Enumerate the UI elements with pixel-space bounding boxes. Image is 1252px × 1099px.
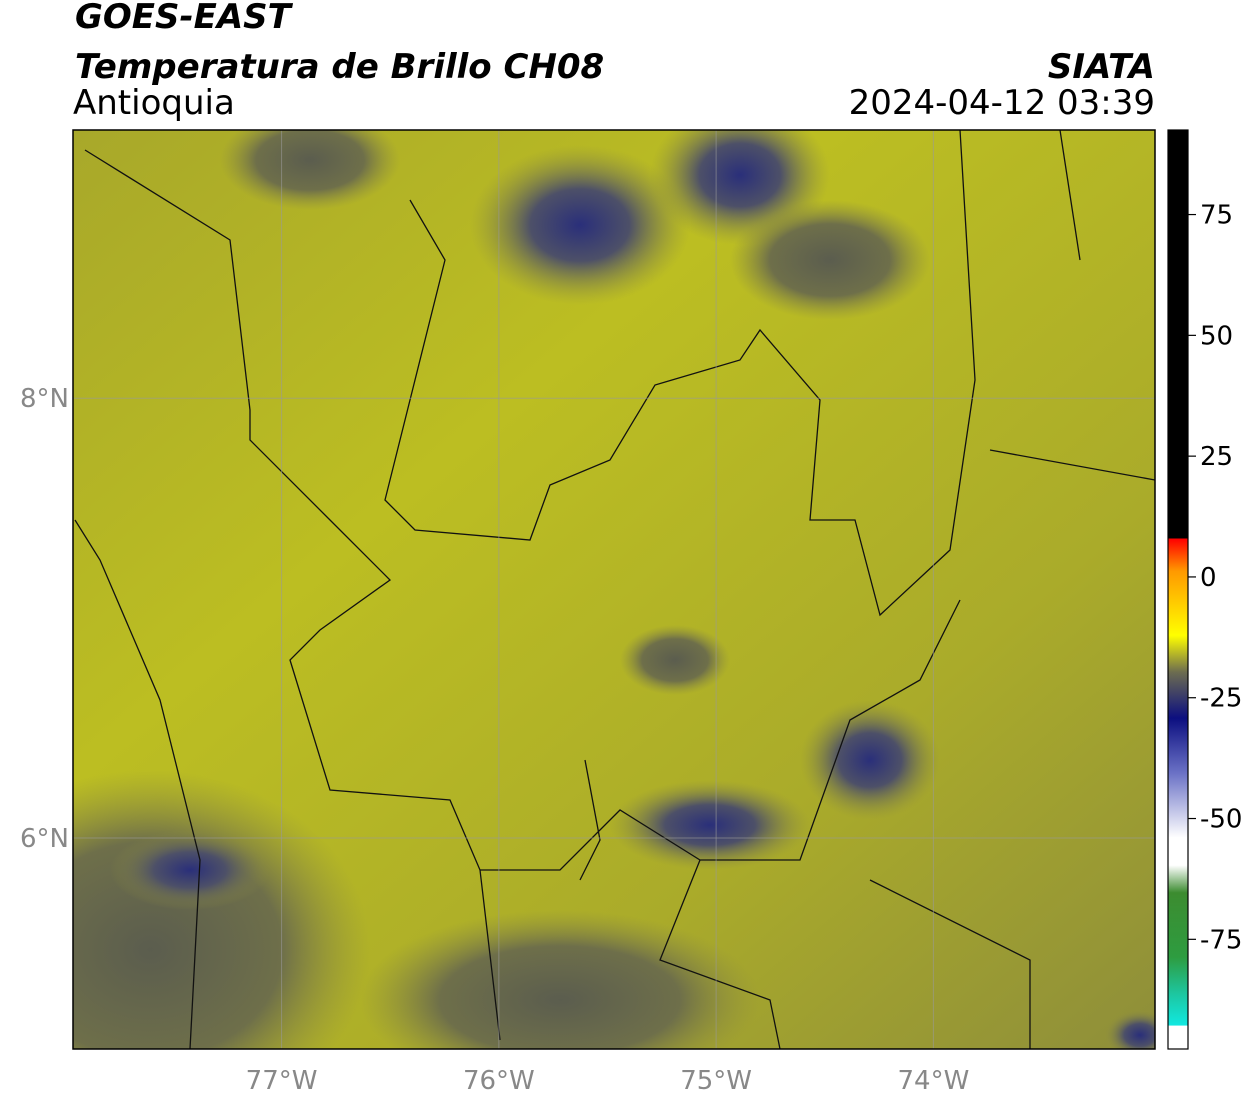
colorbar-tick-label: 25 [1200, 442, 1233, 472]
graticule [73, 130, 1155, 1049]
y-tick-label: 6°N [20, 824, 69, 854]
agency: SIATA [1048, 47, 1155, 87]
colorbar-tick-label: 0 [1200, 563, 1217, 593]
colorbar [1167, 129, 1189, 1050]
title: GOES-EAST [75, 0, 294, 37]
product: Temperatura de Brillo CH08 [75, 47, 604, 87]
colorbar-tick-label: 75 [1200, 201, 1233, 231]
map-image [73, 130, 1155, 1049]
x-tick-label: 76°W [463, 1066, 535, 1096]
y-tick-label: 8°N [20, 384, 69, 414]
map-frame [72, 129, 1156, 1050]
colorbar-tick-label: 50 [1200, 321, 1233, 351]
colorbar-tick-label: -75 [1200, 925, 1242, 955]
x-tick-label: 75°W [680, 1066, 752, 1096]
colorbar-tick-label: -25 [1200, 684, 1242, 714]
x-tick-label: 74°W [897, 1066, 969, 1096]
colorbar-tick-label: -50 [1200, 805, 1242, 835]
x-tick-label: 77°W [246, 1066, 318, 1096]
datetime: 2024-04-12 03:39 [849, 83, 1155, 123]
region: Antioquia [73, 83, 235, 123]
